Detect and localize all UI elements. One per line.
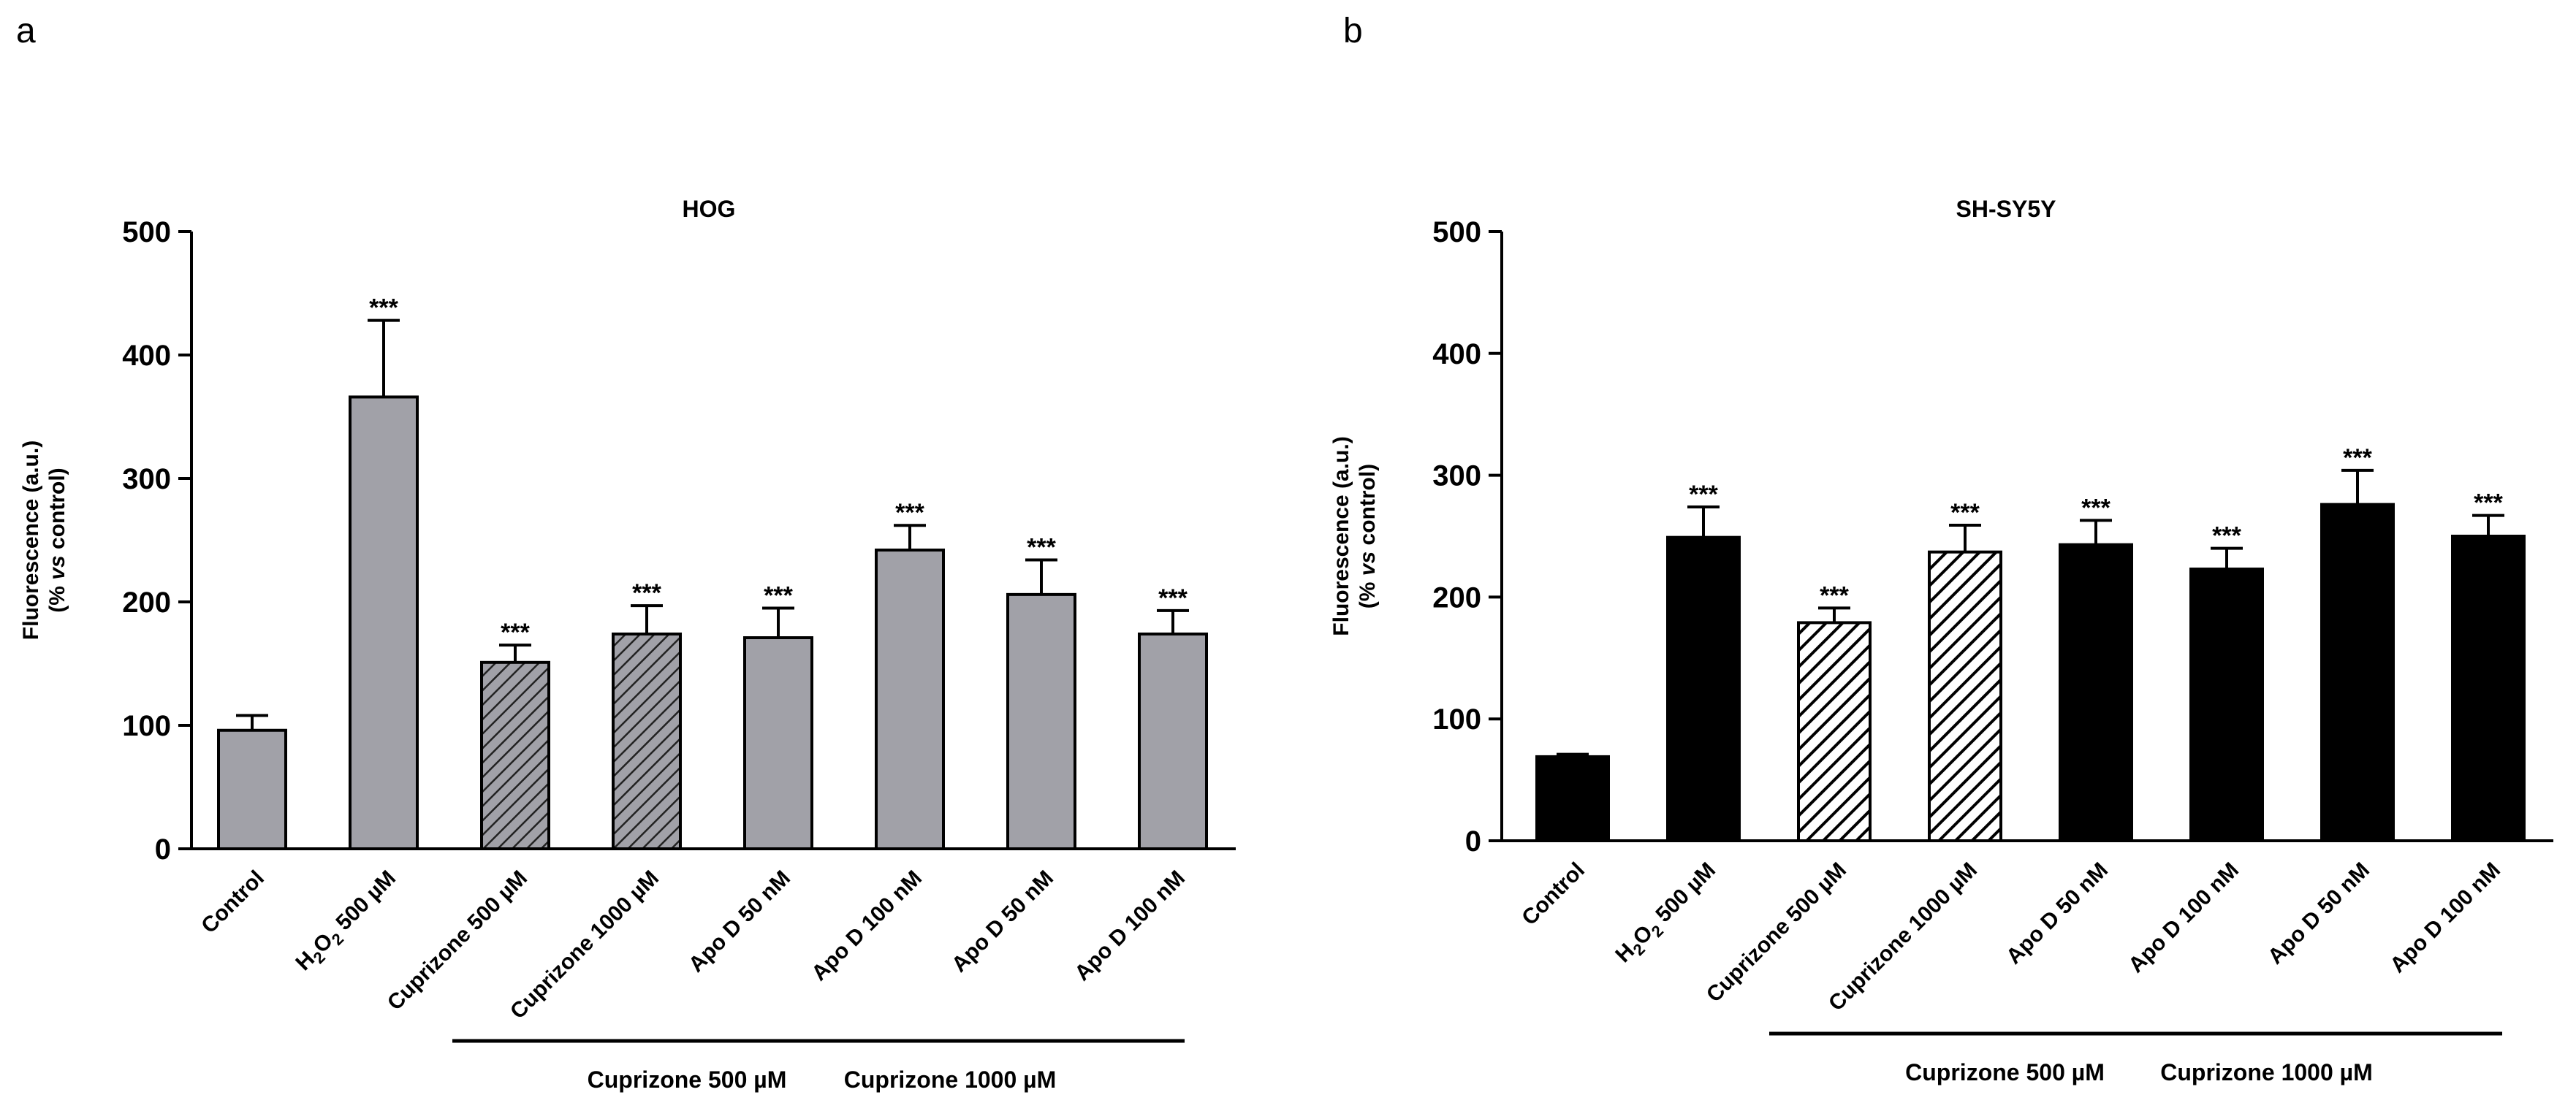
y-tick-label: 400 bbox=[1432, 338, 1481, 370]
bar bbox=[2320, 503, 2395, 843]
bar bbox=[2189, 568, 2264, 842]
significance-label: *** bbox=[1158, 584, 1188, 612]
bar bbox=[743, 636, 813, 850]
bar bbox=[875, 549, 945, 851]
y-tick-label: 200 bbox=[122, 587, 171, 619]
chart-title: SH-SY5Y bbox=[1956, 196, 2056, 222]
y-tick-label: 400 bbox=[122, 340, 171, 372]
group-label: Cuprizone 1000 µM bbox=[844, 1066, 1057, 1093]
panel-label: b bbox=[1343, 12, 1363, 50]
x-tick-label: Cuprizone 1000 µM bbox=[506, 866, 664, 1024]
x-tick-label: Control bbox=[197, 866, 269, 939]
x-tick-label: H2O2 500 µM bbox=[1611, 858, 1723, 971]
y-axis-label-part: (% bbox=[45, 580, 69, 613]
chart-title: HOG bbox=[683, 196, 736, 222]
bar bbox=[1928, 550, 2002, 843]
significance-label: *** bbox=[369, 294, 398, 322]
y-tick-label: 300 bbox=[1432, 460, 1481, 492]
chart-shsy5y: SH-SY5Y Fluorescence (a.u.) (% vs control)… bbox=[1329, 196, 2553, 1085]
y-axis-label: Fluorescence (a.u.) bbox=[1329, 436, 1353, 636]
y-tick-label: 0 bbox=[1465, 825, 1481, 858]
significance-label: *** bbox=[632, 579, 661, 607]
x-tick-label: Apo D 100 nM bbox=[2124, 858, 2243, 978]
y-axis-label-2: (% vs control) bbox=[1356, 464, 1380, 608]
y-axis-label-part: vs bbox=[45, 555, 69, 579]
x-tick-label: Cuprizone 500 µM bbox=[383, 866, 532, 1015]
y-tick-label: 0 bbox=[155, 833, 171, 866]
group-label: Cuprizone 500 µM bbox=[588, 1066, 787, 1093]
y-axis-label-2: (% vs control) bbox=[45, 467, 69, 612]
y-axis-label-part: control) bbox=[1356, 464, 1380, 552]
bar bbox=[1666, 535, 1741, 843]
bar bbox=[1006, 592, 1076, 850]
significance-label: *** bbox=[2343, 444, 2372, 472]
significance-label: *** bbox=[2474, 489, 2503, 517]
y-tick-label: 100 bbox=[122, 710, 171, 742]
bar bbox=[2059, 543, 2133, 843]
significance-label: *** bbox=[895, 499, 924, 527]
significance-label: *** bbox=[501, 619, 530, 646]
y-tick-label: 500 bbox=[122, 216, 171, 248]
significance-label: *** bbox=[2212, 522, 2241, 550]
x-tick-label: Apo D 100 nM bbox=[807, 866, 927, 986]
bar bbox=[1535, 755, 1610, 842]
bar bbox=[2451, 535, 2526, 842]
y-tick-label: 300 bbox=[122, 463, 171, 495]
significance-label: *** bbox=[1689, 481, 1718, 508]
x-tick-label: Cuprizone 500 µM bbox=[1702, 858, 1851, 1007]
bar bbox=[480, 660, 550, 850]
y-tick-label: 100 bbox=[1432, 703, 1481, 736]
x-tick-label: Control bbox=[1517, 858, 1589, 931]
y-axis-label-part: control) bbox=[45, 467, 69, 555]
significance-label: *** bbox=[764, 581, 793, 609]
significance-label: *** bbox=[1027, 534, 1056, 562]
x-tick-label: Apo D 100 nM bbox=[1070, 866, 1190, 986]
x-tick-label: Apo D 50 nM bbox=[2263, 858, 2374, 969]
bar bbox=[612, 632, 682, 850]
bar bbox=[1797, 621, 1872, 842]
y-axis-label-part: vs bbox=[1356, 552, 1380, 576]
y-axis-label: Fluorescence (a.u.) bbox=[19, 440, 43, 640]
chart-hog: HOG Fluorescence (a.u.) (% vs control) 0 100… bbox=[19, 196, 1236, 1093]
x-tick-label: Apo D 100 nM bbox=[2385, 858, 2505, 978]
x-tick-label: Cuprizone 1000 µM bbox=[1824, 858, 1982, 1016]
group-label: Cuprizone 500 µM bbox=[1905, 1059, 2105, 1085]
bar bbox=[217, 728, 287, 851]
bar bbox=[1138, 632, 1208, 850]
x-tick-label: Apo D 50 nM bbox=[684, 866, 795, 977]
group-label: Cuprizone 1000 µM bbox=[2160, 1059, 2373, 1085]
x-tick-label: H2O2 500 µM bbox=[291, 866, 403, 979]
panel-label: a bbox=[16, 12, 36, 50]
y-axis-label-part: (% bbox=[1356, 576, 1380, 608]
bar bbox=[349, 395, 419, 850]
significance-label: *** bbox=[1820, 581, 1849, 609]
significance-label: *** bbox=[1950, 499, 1980, 527]
y-tick-label: 500 bbox=[1432, 216, 1481, 248]
significance-label: *** bbox=[2081, 494, 2110, 522]
y-tick-label: 200 bbox=[1432, 581, 1481, 614]
x-tick-label: Apo D 50 nM bbox=[947, 866, 1058, 977]
x-tick-label: Apo D 50 nM bbox=[2002, 858, 2113, 969]
